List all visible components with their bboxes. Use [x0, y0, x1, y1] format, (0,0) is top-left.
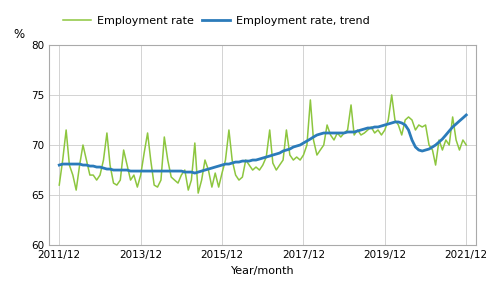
Y-axis label: %: %: [14, 28, 25, 41]
Line: Employment rate, trend: Employment rate, trend: [59, 115, 466, 173]
Legend: Employment rate, Employment rate, trend: Employment rate, Employment rate, trend: [63, 16, 369, 26]
Line: Employment rate: Employment rate: [59, 95, 466, 193]
X-axis label: Year/month: Year/month: [231, 266, 295, 276]
